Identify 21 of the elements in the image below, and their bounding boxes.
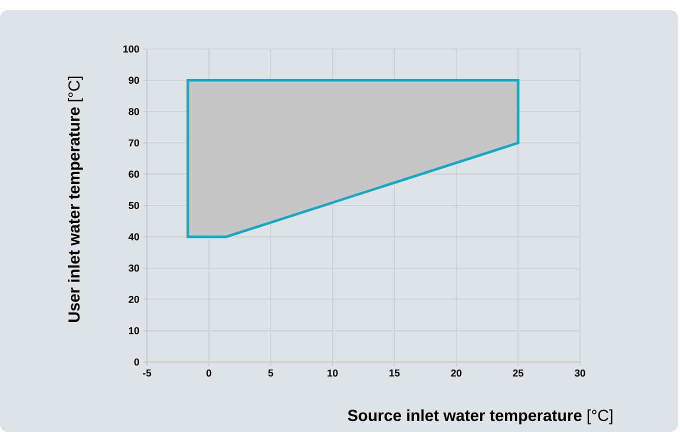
x-axis-title: Source inlet water temperature [°C] bbox=[348, 409, 612, 424]
x-tick-label: 10 bbox=[328, 370, 338, 377]
y-tick-label: 50 bbox=[128, 202, 140, 210]
y-tick-label: 100 bbox=[123, 45, 140, 53]
y-tick-label: 40 bbox=[128, 233, 140, 240]
x-tick-label: 20 bbox=[451, 370, 462, 377]
x-tick-label: 15 bbox=[389, 370, 400, 377]
y-tick-label: 20 bbox=[128, 296, 140, 303]
y-tick-label: 60 bbox=[128, 170, 140, 178]
y-tick-label: 30 bbox=[128, 264, 140, 272]
y-tick-label: 80 bbox=[128, 108, 140, 116]
y-tick-label: 70 bbox=[128, 139, 140, 146]
y-tick-label: 90 bbox=[128, 76, 140, 84]
y-axis-title: User inlet water temperature [°C] bbox=[68, 76, 83, 322]
x-tick-label: 30 bbox=[574, 370, 586, 377]
x-tick-label: -5 bbox=[142, 370, 152, 377]
y-tick-label: 10 bbox=[128, 327, 140, 334]
x-tick-label: 0 bbox=[206, 370, 212, 377]
y-tick-label: 0 bbox=[134, 358, 140, 366]
x-tick-label: 25 bbox=[512, 370, 524, 377]
x-tick-label: 5 bbox=[268, 370, 274, 377]
